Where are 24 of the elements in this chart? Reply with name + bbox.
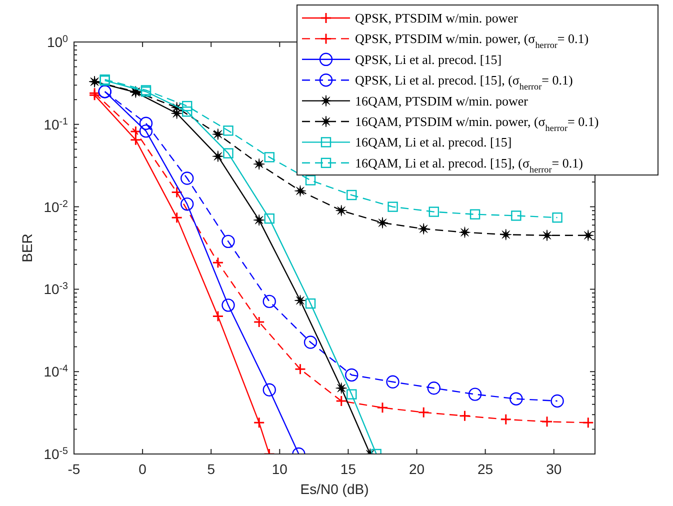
x-axis-title: Es/N0 (dB) <box>300 481 369 497</box>
x-tick-label: 25 <box>478 461 494 477</box>
legend-label: 16QAM, Li et al. precod. [15], (σ$_{herror}$= 0.1) <box>355 155 583 174</box>
legend-label: QPSK, Li et al. precod. [15] <box>355 52 502 67</box>
legend-label: QPSK, PTSDIM w/min. power <box>355 10 519 26</box>
y-tick-label: 10$^{-3}$ <box>44 280 69 298</box>
x-tick-label: -5 <box>68 461 80 477</box>
y-tick-label: 10$^{-1}$ <box>44 116 68 132</box>
x-tick-label: 20 <box>408 461 425 477</box>
legend-label: QPSK, PTSDIM w/min. power, (σ$_{herror}$= 0.1) <box>355 31 589 50</box>
y-tick-label: 10$^{-2}$ <box>44 198 68 215</box>
x-tick-label: 0 <box>138 461 147 477</box>
x-tick-label: 30 <box>546 461 562 477</box>
y-tick-label: 10$^{-5}$ <box>44 446 69 462</box>
legend-label: 16QAM, Li et al. precod. [15] <box>355 134 512 150</box>
legend-label: QPSK, Li et al. precod. [15], (σ$_{herror}$= 0.1) <box>355 72 573 92</box>
y-tick-label: 10$^{-4}$ <box>44 363 69 380</box>
y-axis-title: BER <box>19 234 35 262</box>
y-tick-label: 10$^{0}$ <box>46 34 69 50</box>
legend-label: 16QAM, PTSDIM w/min. power, (σ$_{herror}$= 0.1) <box>355 114 599 133</box>
x-tick-label: 5 <box>207 461 216 477</box>
x-tick-label: 15 <box>340 461 356 477</box>
legend-label: 16QAM, PTSDIM w/min. power <box>355 93 529 108</box>
x-tick-label: 10 <box>272 461 288 477</box>
